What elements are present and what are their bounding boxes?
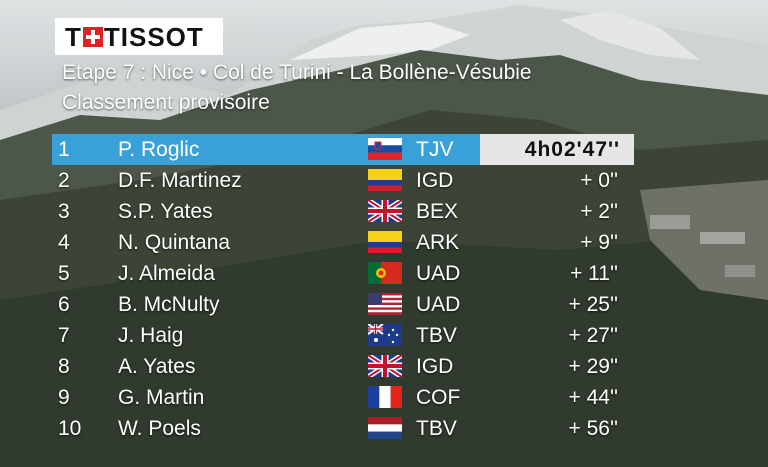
rider-name: A. Yates	[118, 355, 196, 378]
rider-name: B. McNulty	[118, 293, 220, 316]
tissot-logo: T TISSOT	[55, 18, 223, 55]
table-row: 1 P. Roglic TJV 4h02'47''	[52, 134, 634, 165]
time-gap: + 27''	[568, 324, 618, 347]
uk-flag-icon	[368, 355, 402, 377]
rank: 1	[58, 138, 70, 161]
team-code: COF	[416, 386, 461, 409]
rider-name: P. Roglic	[118, 138, 200, 161]
time-gap: + 9''	[580, 231, 618, 254]
rank: 8	[58, 355, 70, 378]
team-code: IGD	[416, 169, 454, 192]
standings-table: 1 P. Roglic TJV 4h02'47'' 2 D.F. Martine…	[52, 134, 634, 444]
table-row: 7 J. Haig TBV + 27''	[52, 320, 634, 351]
france-flag-icon	[368, 386, 402, 408]
rank: 5	[58, 262, 70, 285]
rider-name: N. Quintana	[118, 231, 231, 254]
rider-name: J. Almeida	[118, 262, 215, 285]
time-gap: + 0''	[580, 169, 618, 192]
table-row: 6 B. McNulty UAD + 25''	[52, 289, 634, 320]
table-row: 4 N. Quintana ARK + 9''	[52, 227, 634, 258]
table-row: 5 J. Almeida UAD + 11''	[52, 258, 634, 289]
swiss-cross-icon	[82, 26, 103, 47]
table-row: 10 W. Poels TBV + 56''	[52, 413, 634, 444]
stage-title: Etape 7 : Nice • Col de Turini - La Boll…	[62, 61, 532, 84]
rank: 4	[58, 231, 70, 254]
rank: 7	[58, 324, 70, 347]
logo-text: TISSOT	[103, 21, 204, 52]
team-code: BEX	[416, 200, 459, 223]
leader-time: 4h02'47''	[480, 134, 634, 165]
rank: 6	[58, 293, 70, 316]
rider-name: D.F. Martinez	[118, 169, 242, 192]
colombia-flag-icon	[368, 231, 402, 253]
time-gap: + 25''	[568, 293, 618, 316]
classification-subtitle: Classement provisoire	[62, 91, 270, 114]
team-code: UAD	[416, 293, 461, 316]
rider-name: G. Martin	[118, 386, 205, 409]
team-code: TBV	[416, 417, 457, 440]
team-code: ARK	[416, 231, 460, 254]
rider-name: S.P. Yates	[118, 200, 213, 223]
time-gap: + 11''	[570, 262, 618, 285]
table-row: 9 G. Martin COF + 44''	[52, 382, 634, 413]
time-gap: + 44''	[568, 386, 618, 409]
team-code: UAD	[416, 262, 461, 285]
colombia-flag-icon	[368, 169, 402, 191]
rank: 9	[58, 386, 70, 409]
rank: 2	[58, 169, 70, 192]
table-row: 8 A. Yates IGD + 29''	[52, 351, 634, 382]
rider-name: J. Haig	[118, 324, 184, 347]
usa-flag-icon	[368, 293, 402, 315]
time-gap: + 29''	[568, 355, 618, 378]
time-gap: + 56''	[568, 417, 618, 440]
team-code: TBV	[416, 324, 457, 347]
slovenia-flag-icon	[368, 138, 402, 160]
portugal-flag-icon	[368, 262, 402, 284]
netherlands-flag-icon	[368, 417, 402, 439]
rank: 3	[58, 200, 70, 223]
time-gap: + 2''	[580, 200, 618, 223]
team-code: IGD	[416, 355, 454, 378]
rank: 10	[58, 417, 82, 440]
australia-flag-icon	[368, 324, 402, 346]
table-row: 3 S.P. Yates BEX + 2''	[52, 196, 634, 227]
team-code: TJV	[416, 138, 454, 161]
table-row: 2 D.F. Martinez IGD + 0''	[52, 165, 634, 196]
rider-name: W. Poels	[118, 417, 201, 440]
uk-flag-icon	[368, 200, 402, 222]
